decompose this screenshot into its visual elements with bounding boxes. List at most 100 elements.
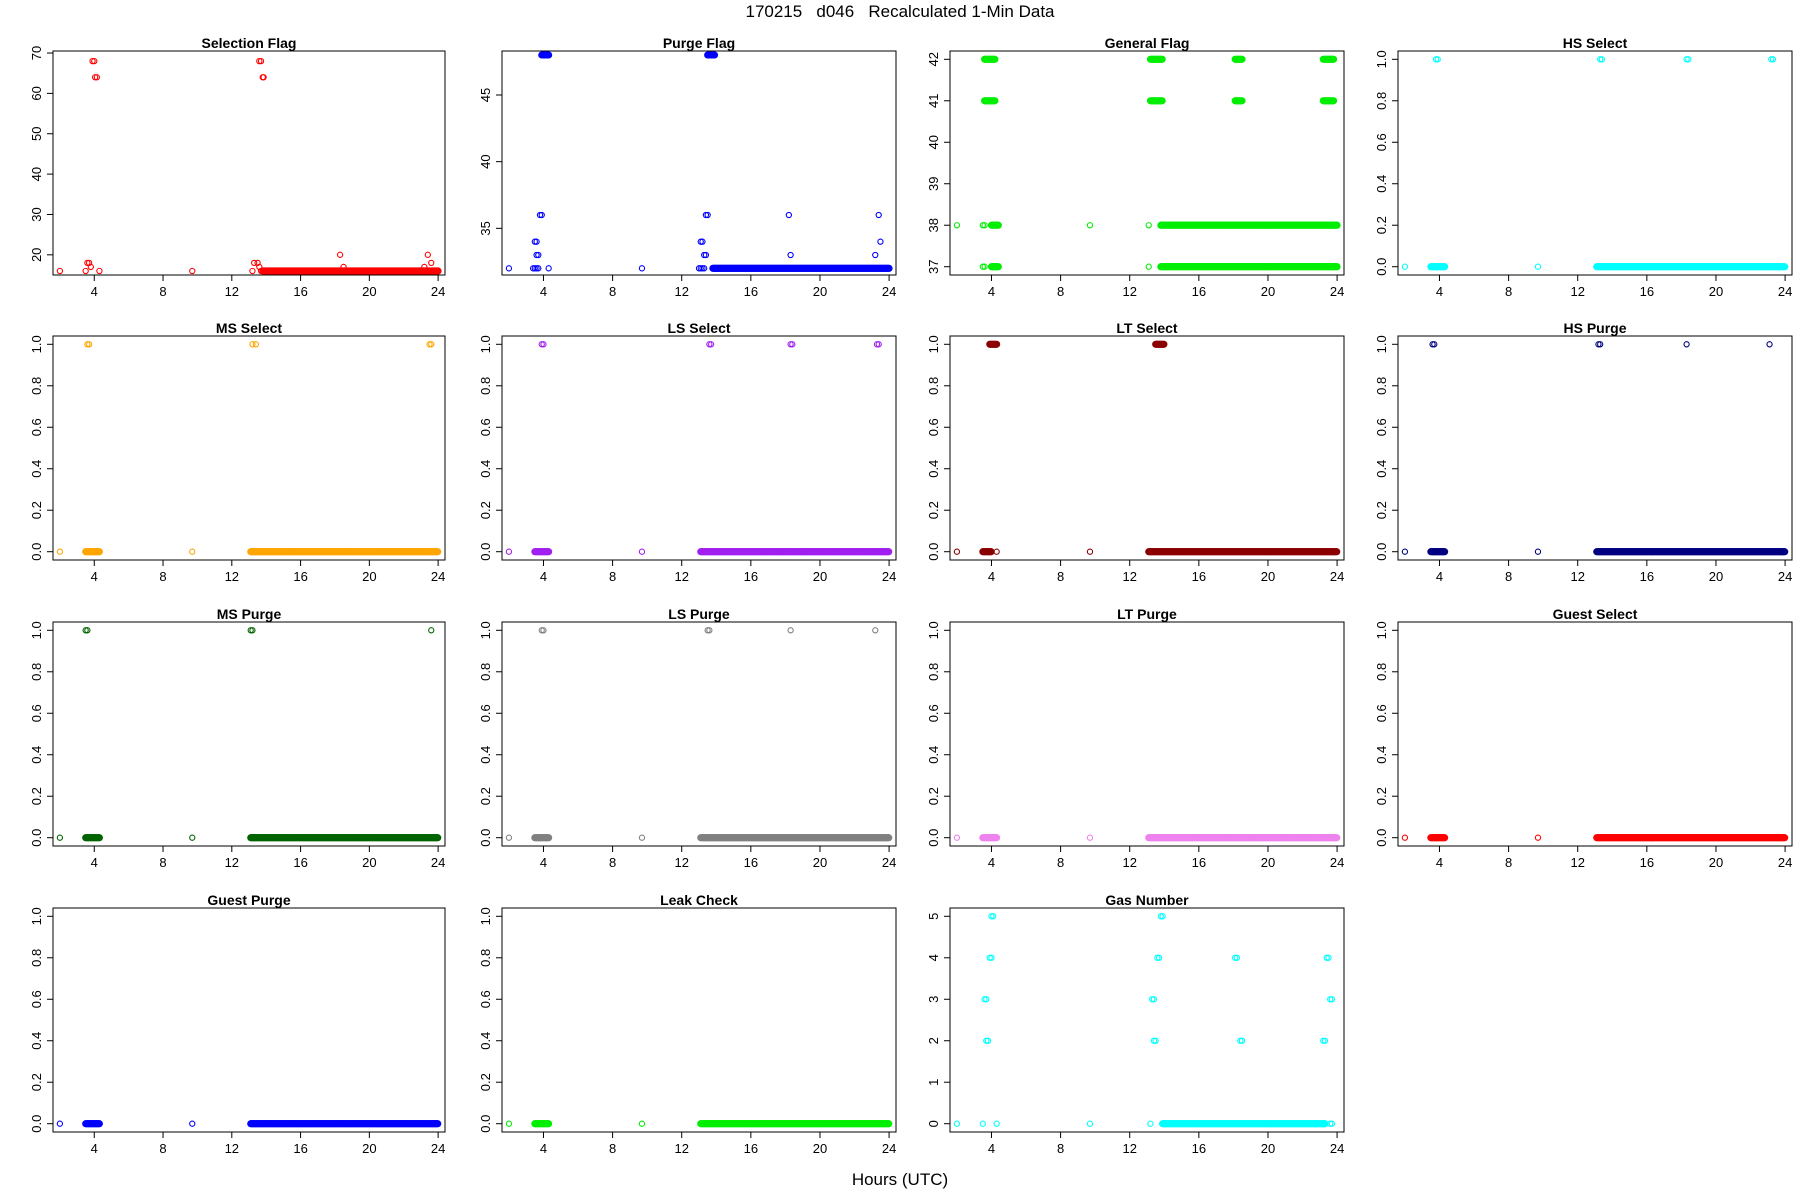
data-point [1434, 56, 1441, 63]
data-point [428, 341, 435, 348]
data-point [428, 259, 435, 267]
y-tick-label: 0.2 [29, 501, 44, 519]
data-point [1145, 263, 1152, 270]
y-tick-label: 1.0 [29, 335, 44, 353]
x-tick-label: 16 [293, 1141, 307, 1156]
data-point [1330, 55, 1338, 63]
panel-title: LS Select [667, 320, 730, 336]
y-tick-label: 0.6 [1374, 704, 1389, 722]
panel-title: Selection Flag [202, 35, 297, 51]
data-point [336, 251, 344, 258]
data-point [1401, 263, 1409, 270]
panel-title: HS Purge [1563, 320, 1626, 336]
data-point [533, 238, 540, 245]
y-tick-label: 0.4 [29, 746, 44, 764]
data-point [434, 834, 442, 842]
data-point [85, 341, 93, 348]
data-point [95, 834, 103, 842]
y-tick-label: 35 [478, 221, 493, 235]
data-point [545, 51, 553, 59]
plot-frame [501, 50, 897, 276]
x-tick-label: 8 [1057, 1141, 1064, 1156]
y-tick-label: 0.6 [926, 704, 941, 722]
data-point [505, 1120, 513, 1127]
data-point [56, 267, 64, 275]
panel-title: MS Purge [217, 606, 282, 622]
x-tick-label: 8 [1057, 569, 1064, 584]
data-point [93, 74, 100, 81]
panel-title: HS Select [1563, 35, 1628, 51]
x-tick-label: 20 [813, 569, 827, 584]
data-point [535, 251, 542, 259]
x-tick-label: 24 [431, 1141, 445, 1156]
data-point [1401, 548, 1409, 555]
data-point [953, 548, 961, 555]
x-tick-label: 8 [1505, 284, 1512, 299]
y-tick-label: 1.0 [478, 621, 493, 639]
data-point [706, 627, 713, 634]
plot-frame [501, 335, 897, 561]
y-tick-label: 0.2 [478, 501, 493, 519]
y-tick-label: 0.4 [1374, 175, 1389, 193]
data-point [545, 265, 552, 272]
data-point [428, 627, 435, 634]
x-tick-label: 4 [1436, 569, 1443, 584]
y-tick-label: 0.2 [29, 1073, 44, 1091]
x-tick-label: 4 [91, 569, 98, 584]
data-point [987, 548, 995, 556]
page-title: 170215 d046 Recalculated 1-Min Data [745, 2, 1055, 21]
plot-frame [52, 621, 446, 847]
x-tick-label: 8 [609, 284, 616, 299]
data-point [981, 263, 988, 270]
data-point [91, 57, 98, 65]
y-tick-label: 0.0 [478, 543, 493, 561]
data-point [885, 834, 893, 842]
data-point [994, 221, 1002, 229]
x-tick-label: 16 [293, 569, 307, 584]
y-tick-label: 0.6 [29, 990, 44, 1008]
data-point [885, 264, 893, 272]
panel-title: LS Purge [668, 606, 730, 622]
x-tick-label: 24 [882, 284, 896, 299]
x-tick-label: 8 [159, 569, 166, 584]
y-tick-label: 0.2 [1374, 787, 1389, 805]
y-tick-label: 0.0 [29, 543, 44, 561]
y-tick-label: 0.8 [1374, 663, 1389, 681]
y-tick-label: 0.8 [29, 663, 44, 681]
x-tick-label: 12 [1122, 284, 1136, 299]
y-tick-label: 0.2 [1374, 216, 1389, 234]
plot-frame [52, 335, 446, 561]
data-point [252, 341, 260, 348]
y-tick-label: 0.4 [29, 460, 44, 478]
y-tick-label: 0.4 [1374, 746, 1389, 764]
data-point [1534, 548, 1542, 555]
x-tick-label: 24 [1330, 284, 1344, 299]
data-point [1534, 263, 1542, 270]
x-tick-label: 16 [1640, 284, 1654, 299]
data-point [257, 57, 265, 65]
y-tick-label: 0.0 [29, 829, 44, 847]
x-tick-label: 16 [744, 569, 758, 584]
y-tick-label: 1.0 [29, 621, 44, 639]
data-point [1685, 56, 1692, 63]
data-point [434, 267, 442, 275]
plot-frame [949, 50, 1345, 276]
y-tick-label: 0.8 [926, 377, 941, 395]
x-tick-label: 24 [431, 569, 445, 584]
y-tick-label: 38 [926, 218, 941, 232]
y-tick-label: 0.8 [478, 377, 493, 395]
y-tick-label: 0.6 [1374, 133, 1389, 151]
y-tick-label: 0.2 [926, 787, 941, 805]
data-point [1598, 56, 1606, 63]
data-point [787, 627, 794, 634]
y-tick-label: 0.2 [478, 1073, 493, 1091]
panel-title: LT Purge [1117, 606, 1177, 622]
y-tick-label: 0.0 [478, 829, 493, 847]
y-tick-label: 20 [29, 248, 44, 262]
x-tick-label: 20 [813, 855, 827, 870]
data-point [1238, 55, 1246, 63]
y-tick-label: 0.4 [478, 746, 493, 764]
data-point [988, 954, 995, 961]
y-tick-label: 50 [29, 127, 44, 141]
